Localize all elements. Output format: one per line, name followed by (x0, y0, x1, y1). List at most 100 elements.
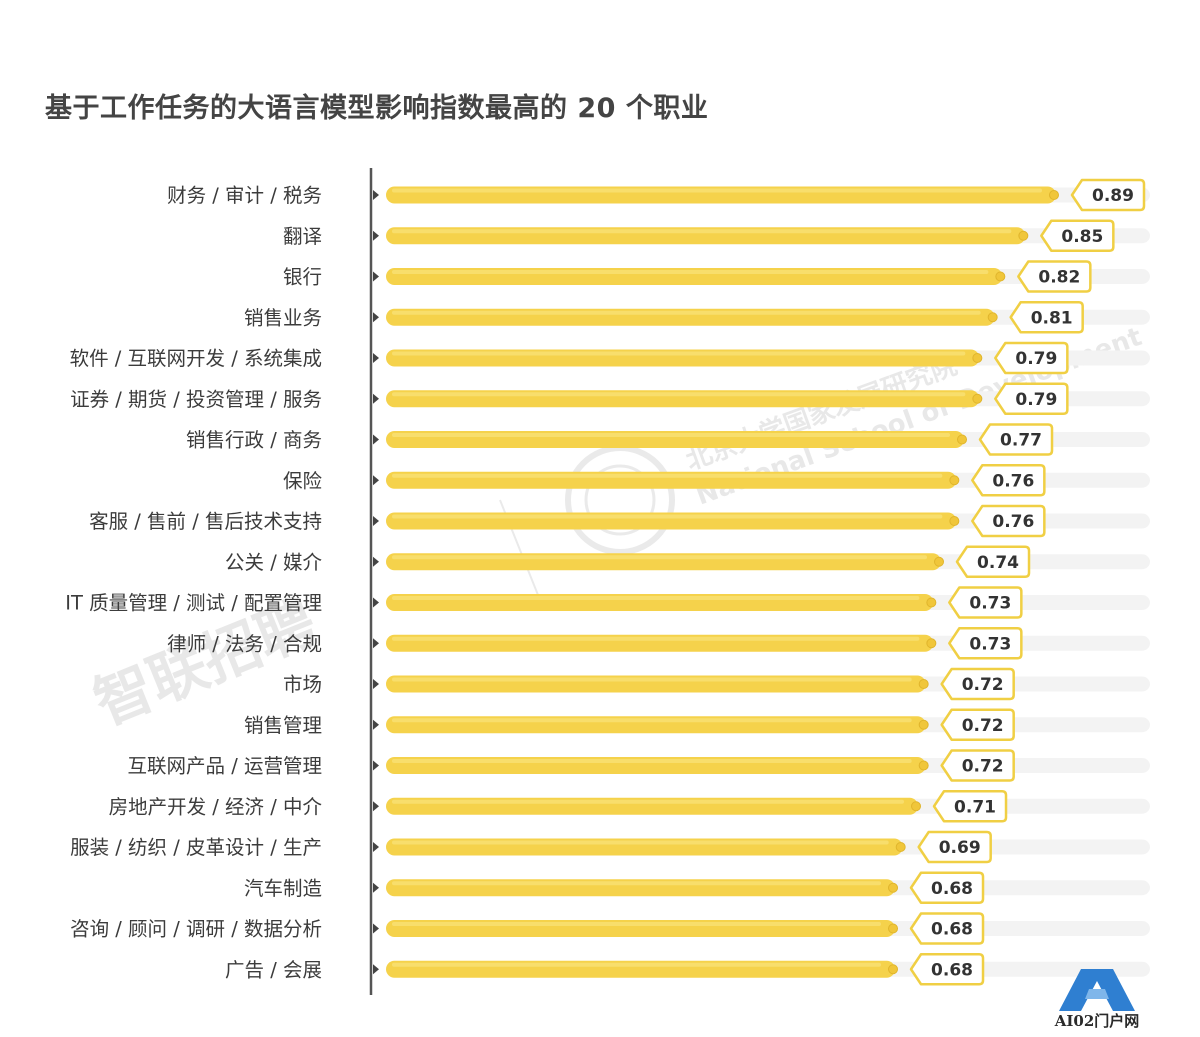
category-label: 广告 / 会展 (225, 958, 322, 981)
axis-tick (373, 760, 379, 771)
value-badge (1009, 301, 1084, 334)
axis-tick (373, 882, 379, 893)
axis-tick (373, 434, 379, 445)
category-label: 证券 / 期货 / 投资管理 / 服务 (70, 388, 322, 411)
value-label: 0.68 (931, 960, 973, 980)
axis-tick (373, 393, 379, 404)
value-badge (1070, 178, 1146, 212)
category-label: 咨询 / 顾问 / 调研 / 数据分析 (70, 918, 322, 941)
value-badge (978, 423, 1054, 456)
category-label: 互联网产品 / 运营管理 (128, 755, 322, 778)
axis-tick (373, 842, 379, 852)
value-label: 0.76 (992, 512, 1034, 532)
axis-tick (373, 964, 379, 975)
site-logo-text: AI02门户网 (1054, 1012, 1140, 1030)
bar-highlight (392, 392, 966, 397)
bar-highlight (392, 433, 951, 437)
value-badge (994, 382, 1069, 415)
category-label: 销售管理 (244, 714, 322, 737)
bar-highlight (392, 351, 966, 356)
watermark-seal-inner-icon (584, 464, 656, 536)
axis-tick (373, 353, 379, 363)
value-badge (1017, 260, 1092, 293)
category-label: 房地产开发 / 经济 / 中介 (109, 795, 323, 818)
bar-end-dot (987, 312, 998, 323)
axis-tick (373, 312, 379, 323)
category-label: 公关 / 媒介 (225, 551, 322, 574)
bar-end-dot (934, 556, 945, 567)
bar-highlight (392, 596, 920, 600)
bar-end-dot (911, 801, 922, 812)
bar-end-dot (926, 597, 937, 608)
axis-tick (373, 801, 379, 812)
bar-highlight (392, 922, 882, 926)
bar-highlight (392, 229, 1012, 234)
value-label: 0.69 (939, 838, 981, 858)
chart-plot-area: 财务 / 审计 / 税务 0.89 翻译 0.85 银行 0.82 销售业务 0.81 软件 /… (65, 168, 1150, 995)
category-label: 财务 / 审计 / 税务 (167, 184, 322, 207)
chart-title: 基于工作任务的大语言模型影响指数最高的 20 个职业 (45, 93, 709, 124)
bar-end-dot (926, 638, 937, 649)
value-label: 0.81 (1031, 308, 1073, 328)
value-label: 0.72 (962, 675, 1004, 695)
bar-highlight (392, 310, 981, 315)
category-label: 银行 (283, 266, 322, 289)
bar-highlight (392, 799, 905, 804)
category-label: 市场 (283, 673, 322, 696)
value-label: 0.76 (992, 471, 1034, 491)
value-badge (994, 341, 1069, 375)
value-label: 0.82 (1038, 268, 1080, 288)
axis-tick (373, 638, 379, 649)
category-label: 客服 / 售前 / 售后技术支持 (89, 510, 322, 533)
bar-end-dot (957, 434, 968, 445)
bar-highlight (392, 677, 912, 682)
value-label: 0.71 (954, 797, 996, 817)
axis-tick (373, 719, 379, 730)
value-badge (909, 953, 985, 986)
value-label: 0.74 (977, 553, 1019, 573)
value-badge (940, 749, 1015, 782)
bar-highlight (392, 270, 989, 274)
category-label: 销售行政 / 商务 (186, 429, 322, 452)
value-label: 0.77 (1000, 431, 1042, 451)
value-label: 0.89 (1092, 186, 1134, 206)
value-label: 0.68 (931, 920, 973, 940)
value-badge (909, 871, 985, 904)
bar-highlight (392, 840, 889, 845)
category-label: 服装 / 纺织 / 皮革设计 / 生产 (70, 836, 322, 859)
watermark-seal-icon (565, 445, 675, 555)
bar-end-dot (888, 923, 899, 934)
value-badge (1040, 219, 1115, 252)
bar-end-dot (895, 842, 906, 852)
value-badge (940, 708, 1015, 741)
bar-end-dot (888, 964, 899, 975)
value-badge (909, 912, 985, 945)
site-logo: AI02门户网 (1042, 967, 1152, 1031)
value-badge (932, 790, 1008, 823)
value-label: 0.85 (1061, 227, 1103, 247)
category-label: 销售业务 (244, 306, 322, 329)
bar-highlight (392, 188, 1042, 193)
bar-end-dot (918, 679, 929, 689)
value-badge (971, 504, 1046, 538)
category-label: 翻译 (283, 225, 322, 248)
bar-highlight (392, 514, 943, 519)
value-badge (917, 830, 992, 864)
value-label: 0.73 (969, 634, 1011, 654)
bar-end-dot (888, 882, 899, 893)
axis-tick (373, 516, 379, 526)
bar-highlight (392, 555, 928, 560)
bar-end-dot (995, 271, 1006, 282)
axis-tick (373, 475, 379, 486)
category-label: 保险 (283, 469, 323, 492)
bar-highlight (392, 881, 882, 886)
category-label: 律师 / 法务 / 合规 (167, 632, 322, 655)
category-label: 软件 / 互联网开发 / 系统集成 (70, 347, 322, 370)
value-label: 0.79 (1015, 390, 1057, 410)
bar-highlight (392, 473, 943, 478)
bar-end-dot (949, 475, 960, 486)
value-label: 0.68 (931, 879, 973, 899)
value-label: 0.73 (969, 594, 1011, 614)
value-label: 0.72 (962, 757, 1004, 777)
